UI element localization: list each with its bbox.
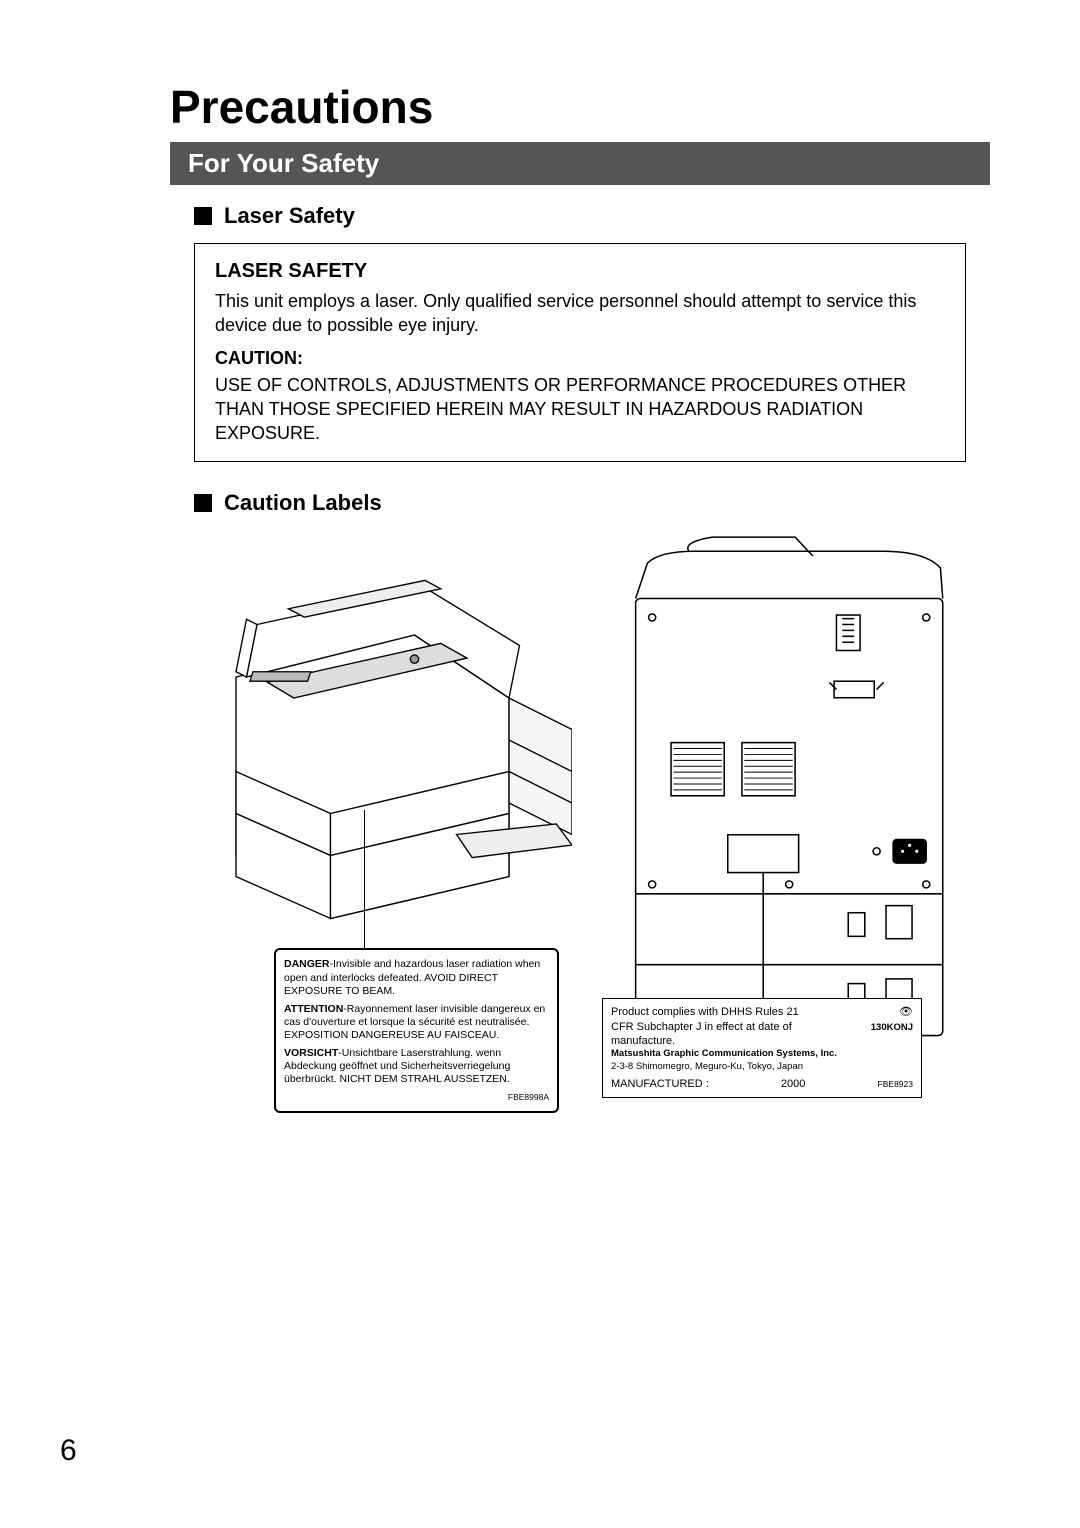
caution-body: USE OF CONTROLS, ADJUSTMENTS OR PERFORMA… bbox=[215, 373, 945, 446]
compliance-mfr: Matsushita Graphic Communication Systems… bbox=[611, 1048, 913, 1060]
attention-bold: ATTENTION bbox=[284, 1003, 343, 1015]
compliance-addr: 2-3-8 Shimomegro, Meguro-Ku, Tokyo, Japa… bbox=[611, 1061, 913, 1073]
printer-rear-diagram: Product complies with DHHS Rules 21 👁 CF… bbox=[612, 530, 990, 1090]
square-marker-icon bbox=[194, 207, 212, 225]
laser-safety-heading: Laser Safety bbox=[194, 203, 990, 229]
laser-safety-box: LASER SAFETY This unit employs a laser. … bbox=[194, 243, 966, 462]
printer-isometric-svg bbox=[194, 530, 572, 971]
printer-isometric-diagram: DANGER-Invisible and hazardous laser rad… bbox=[194, 530, 572, 1090]
compliance-code: FBE8923 bbox=[878, 1079, 913, 1090]
square-marker-icon bbox=[194, 494, 212, 512]
compliance-model: 130KONJ bbox=[871, 1022, 913, 1034]
compliance-label: Product complies with DHHS Rules 21 👁 CF… bbox=[602, 998, 922, 1098]
caution-labels-heading: Caution Labels bbox=[194, 490, 990, 516]
laser-safety-box-title: LASER SAFETY bbox=[215, 260, 945, 283]
danger-label-code: FBE8998A bbox=[284, 1092, 549, 1103]
manufactured-label: MANUFACTURED : bbox=[611, 1077, 709, 1091]
danger-bold: DANGER bbox=[284, 958, 330, 970]
page-title: Precautions bbox=[170, 80, 990, 134]
laser-safety-box-body: This unit employs a laser. Only qualifie… bbox=[215, 289, 945, 338]
section-bar: For Your Safety bbox=[170, 142, 990, 185]
compliance-line2: CFR Subchapter J in effect at date of ma… bbox=[611, 1020, 831, 1049]
danger-caution-label: DANGER-Invisible and hazardous laser rad… bbox=[274, 948, 559, 1113]
page-number: 6 bbox=[60, 1434, 77, 1468]
compliance-line1: Product complies with DHHS Rules 21 bbox=[611, 1005, 799, 1019]
caution-labels-heading-text: Caution Labels bbox=[224, 490, 382, 516]
callout-line bbox=[364, 810, 365, 950]
vorsicht-bold: VORSICHT bbox=[284, 1047, 338, 1059]
eye-icon: 👁 bbox=[899, 1005, 913, 1019]
manufactured-year: 2000 bbox=[781, 1077, 805, 1091]
caution-heading: CAUTION: bbox=[215, 348, 945, 369]
laser-safety-heading-text: Laser Safety bbox=[224, 203, 355, 229]
